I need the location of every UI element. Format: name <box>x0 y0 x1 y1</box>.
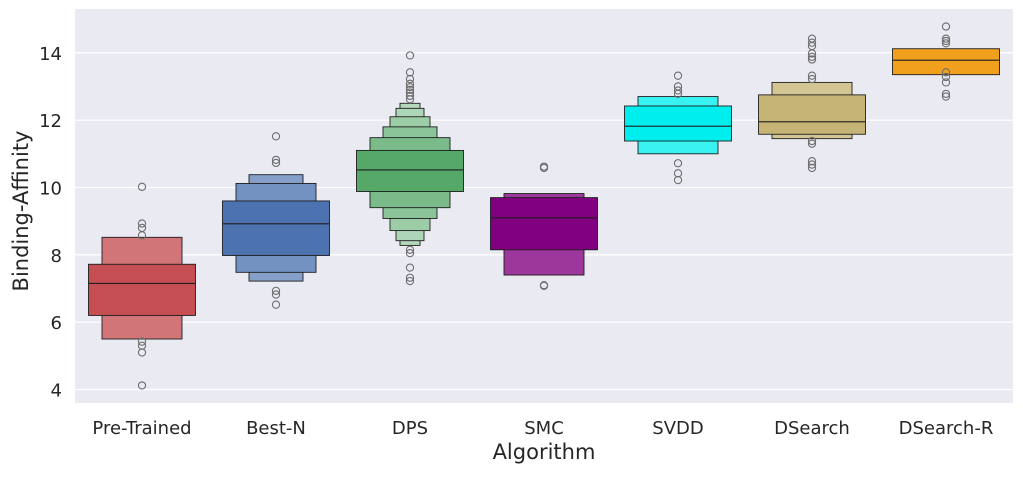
outlier-point <box>405 263 415 272</box>
outlier-point <box>539 281 549 290</box>
outlier-point <box>807 160 817 169</box>
boxen-group-pre-trained <box>88 182 196 390</box>
outlier-point <box>807 136 817 146</box>
outlier-point <box>807 74 817 84</box>
y-tick-label: 12 <box>39 111 62 132</box>
x-tick-label: DSearch-R <box>899 418 994 439</box>
boxen-level <box>222 200 330 256</box>
outlier-point <box>941 22 951 31</box>
boxen-group-best-n <box>222 132 330 309</box>
boxen-level <box>88 263 196 316</box>
boxen-group-svdd <box>624 71 732 185</box>
y-tick-label: 6 <box>51 313 62 334</box>
y-tick-label: 14 <box>39 44 62 65</box>
outlier-point <box>271 155 281 165</box>
outlier-point <box>405 248 415 258</box>
y-tick-label: 8 <box>51 246 62 267</box>
outlier-point <box>807 38 817 47</box>
x-tick-label: DPS <box>392 418 428 439</box>
outlier-point <box>405 91 415 101</box>
outlier-point <box>941 89 951 99</box>
outlier-point <box>271 300 281 309</box>
outlier-point <box>539 163 549 173</box>
outlier-point <box>941 72 951 82</box>
boxen-level <box>356 149 464 192</box>
x-tick-label: SMC <box>524 418 564 439</box>
boxen-level <box>892 48 1000 76</box>
outlier-point <box>807 163 817 173</box>
outlier-point <box>137 348 147 357</box>
outlier-point <box>941 78 951 87</box>
boxen-group-dsearch-r <box>892 22 1000 101</box>
outlier-point <box>807 71 817 80</box>
outlier-point <box>941 36 951 46</box>
boxen-level <box>624 105 732 142</box>
outlier-point <box>807 55 817 64</box>
outlier-point <box>271 290 281 299</box>
outlier-point <box>137 337 147 346</box>
x-tick-label: DSearch <box>774 418 850 439</box>
outlier-point <box>405 85 415 94</box>
outlier-point <box>405 95 415 104</box>
outlier-point <box>405 276 415 286</box>
boxen-group-dsearch <box>758 34 866 173</box>
outlier-point <box>673 86 683 95</box>
outlier-point <box>941 68 951 77</box>
y-tick-label: 4 <box>51 381 62 402</box>
outlier-point <box>137 219 147 228</box>
outlier-point <box>405 51 415 60</box>
outlier-point <box>137 231 147 240</box>
outlier-point <box>405 74 415 84</box>
outlier-point <box>271 158 281 168</box>
boxen-level <box>490 197 598 251</box>
x-tick-label: Best-N <box>246 418 306 439</box>
outlier-point <box>807 52 817 61</box>
outlier-point <box>271 286 281 296</box>
outlier-point <box>405 245 415 254</box>
outlier-point <box>673 89 683 99</box>
outlier-point <box>405 79 415 88</box>
boxen-level <box>758 94 866 135</box>
y-tick-labels: 4 6 8 10 12 14 <box>39 44 62 402</box>
outlier-point <box>673 175 683 185</box>
outlier-point <box>137 381 147 390</box>
outlier-point <box>405 273 415 282</box>
outlier-point <box>673 159 683 168</box>
boxen-groups <box>88 22 1000 390</box>
outlier-point <box>807 49 817 58</box>
y-tick-label: 10 <box>39 178 62 199</box>
outlier-point <box>271 132 281 141</box>
x-tick-label: SVDD <box>652 418 703 439</box>
x-tick-label: Pre-Trained <box>92 418 191 439</box>
outlier-point <box>941 34 951 43</box>
y-axis-label: Binding-Affinity <box>9 131 33 292</box>
x-tick-labels: Pre-Trained Best-N DPS SMC SVDD DSearch DSearc… <box>92 418 993 439</box>
outlier-point <box>941 39 951 48</box>
outlier-point <box>137 182 147 191</box>
outlier-point <box>405 82 415 92</box>
outlier-point <box>807 139 817 148</box>
x-axis-label: Algorithm <box>493 440 596 464</box>
boxen-group-dps <box>356 51 464 286</box>
boxen-group-smc <box>490 162 598 290</box>
outlier-point <box>941 92 951 101</box>
outlier-point <box>673 71 683 80</box>
